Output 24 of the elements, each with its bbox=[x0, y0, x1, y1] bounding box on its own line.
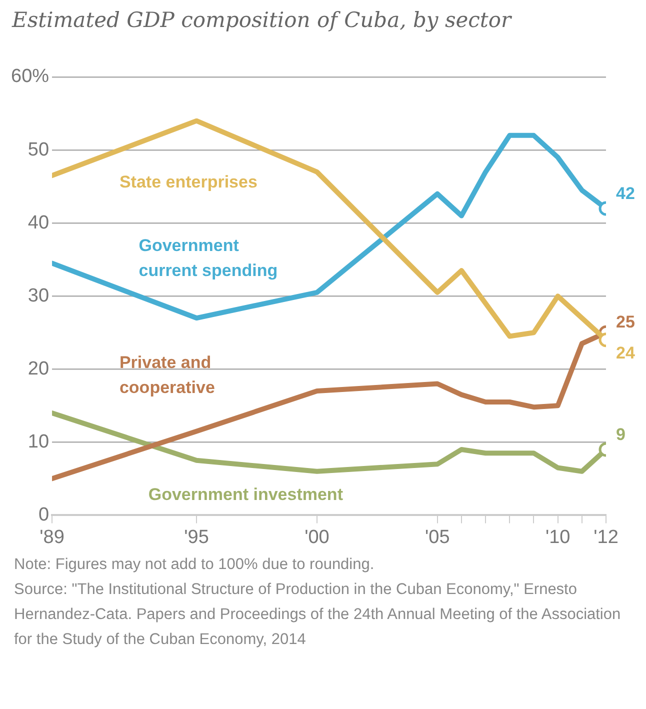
series-label: Government current spending bbox=[138, 236, 278, 280]
y-tick-label: 50 bbox=[28, 139, 50, 160]
chart-title: Estimated GDP composition of Cuba, by sector bbox=[10, 7, 513, 32]
x-tick-label: '89 bbox=[40, 526, 64, 548]
y-tick-label: 60% bbox=[10, 66, 50, 88]
y-tick-label: 30 bbox=[28, 285, 50, 306]
series-label: Private and cooperative bbox=[119, 352, 215, 397]
y-tick-label: 40 bbox=[28, 212, 50, 234]
x-tick-label: '05 bbox=[425, 526, 450, 548]
y-tick-label: 10 bbox=[28, 431, 50, 452]
text: Note: Figures may not add to 100% due to rounding. bbox=[14, 555, 376, 575]
x-tick-label: '12 bbox=[594, 526, 618, 548]
series-label: State enterprises bbox=[119, 172, 258, 192]
y-tick-label: 20 bbox=[28, 358, 50, 380]
data-label: 25 bbox=[616, 312, 635, 332]
x-tick-label: '95 bbox=[184, 526, 209, 548]
series-label: Government investment bbox=[148, 485, 344, 504]
x-tick-label: '10 bbox=[545, 526, 570, 548]
x-tick-label: '00 bbox=[304, 526, 330, 548]
data-label: 42 bbox=[616, 184, 635, 204]
data-label: 24 bbox=[616, 344, 636, 363]
data-label: 9 bbox=[616, 425, 626, 444]
source-note: Source: "The Institutional Structure of Production in the Cuban Economy," Ernesto Hernandez-Cata. Papers and Proceedings of the 24th Annual Meeting of the Association for the Study of the Cuban Economy, 2014 bbox=[14, 580, 622, 650]
y-tick-label: 0 bbox=[38, 504, 50, 526]
